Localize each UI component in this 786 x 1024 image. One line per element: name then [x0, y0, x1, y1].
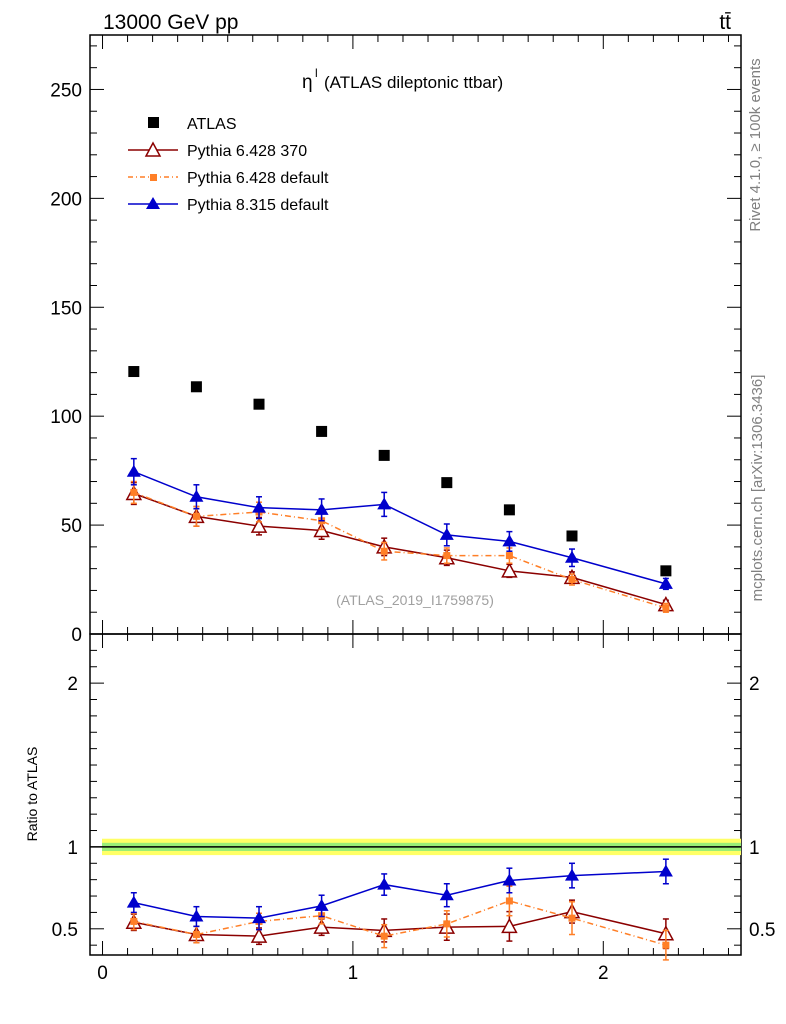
main-point-atlas: [128, 366, 140, 378]
ratio-point-py6-default: [568, 914, 576, 922]
main-point-atlas: [316, 425, 328, 437]
ratio-x-tick-labels: 0 1 2: [97, 963, 608, 984]
ratio-y-tick-label-left: 1: [67, 838, 78, 859]
ratio-point-py8-default: [252, 911, 267, 924]
ratio-point-py6-default: [662, 941, 670, 949]
rivet-label: Rivet 4.1.0, ≥ 100k events: [747, 58, 764, 231]
main-y-tick-label: 150: [50, 298, 82, 319]
legend-marker-atlas: [148, 117, 159, 128]
ratio-uncertainty-band: [90, 838, 741, 856]
legend-label-py6-default: Pythia 6.428 default: [187, 170, 329, 187]
main-y-tick-label: 0: [71, 625, 82, 646]
main-point-py6-default: [380, 547, 388, 555]
main-point-py6-370: [250, 517, 268, 533]
main-point-py6-default: [568, 576, 576, 584]
ratio-point-py6-default: [380, 932, 388, 940]
main-point-atlas: [253, 398, 265, 410]
ratio-y-tick-label-left: 0.5: [52, 920, 78, 941]
ratio-point-py8-default: [314, 898, 329, 911]
main-point-atlas: [378, 449, 390, 461]
legend-label-atlas: ATLAS: [187, 116, 237, 133]
main-y-tick-label: 50: [61, 516, 82, 537]
main-point-atlas: [660, 565, 672, 577]
main-point-py8-default: [377, 497, 392, 510]
main-point-py8-default: [252, 500, 267, 513]
ratio-y-tick-label-right: 0.5: [749, 920, 775, 941]
ratio-y-axis-label: Ratio to ATLAS: [24, 747, 40, 842]
main-point-py6-370: [501, 562, 518, 578]
ratio-line-py6-default: [133, 900, 667, 946]
main-y-tick-labels: 0 50 100 150 200 250: [50, 80, 82, 646]
main-y-tick-label: 250: [50, 80, 82, 101]
ratio-data-series: [125, 858, 675, 961]
energy-label: 13000 GeV pp: [103, 11, 238, 34]
ratio-point-py8-default: [189, 909, 204, 922]
main-point-py8-default: [658, 576, 673, 589]
legend-marker-py8-default: [146, 197, 160, 209]
ratio-point-py8-default: [126, 895, 141, 908]
ratio-point-py6-370: [313, 918, 330, 934]
main-line-py6-370: [133, 492, 667, 606]
main-point-py8-default: [502, 534, 517, 547]
main-point-atlas: [441, 477, 453, 489]
legend-label-py8-default: Pythia 8.315 default: [187, 197, 329, 214]
main-axis-ticks: [90, 35, 741, 635]
main-point-atlas: [566, 530, 578, 542]
ratio-point-py8-default: [564, 868, 579, 881]
ratio-point-py6-default: [443, 920, 451, 928]
main-point-py8-default: [189, 489, 204, 502]
main-point-py8-default: [314, 502, 329, 515]
main-point-py8-default: [126, 464, 141, 477]
ratio-point-py8-default: [658, 864, 673, 877]
main-y-tick-label: 100: [50, 407, 82, 428]
ratio-line-py8-default: [133, 870, 666, 919]
ratio-axis-ticks: [90, 634, 741, 955]
ratio-plot-frame: [89, 633, 742, 956]
ratio-x-tick-label: 0: [97, 963, 108, 984]
ratio-point-py6-370: [501, 917, 518, 934]
ratio-point-py6-default: [505, 897, 513, 905]
ratio-y-tick-labels: 0.5 0.5 1 1 2 2: [52, 674, 776, 941]
ratio-y-tick-label-left: 2: [67, 674, 78, 695]
ratio-x-tick-label: 2: [598, 963, 609, 984]
main-y-tick-label: 200: [50, 189, 82, 210]
ratio-line-py6-370: [133, 910, 667, 937]
main-point-py6-default: [130, 488, 138, 496]
main-line-py8-default: [133, 471, 667, 585]
legend-marker-py6-default: [150, 174, 157, 181]
ratio-point-py8-default: [439, 888, 454, 901]
main-point-py8-default: [564, 550, 579, 563]
ratio-point-py8-default: [377, 877, 392, 890]
mcplots-label: mcplots.cern.ch [arXiv:1306.3436]: [749, 375, 766, 602]
main-point-py6-default: [662, 604, 670, 612]
main-point-py6-default: [443, 552, 451, 560]
ratio-point-py6-default: [130, 917, 138, 925]
main-data-series: [125, 366, 675, 613]
main-point-py8-default: [439, 527, 454, 540]
legend-label-py6-370: Pythia 6.428 370: [187, 143, 307, 160]
ratio-point-py6-default: [192, 931, 200, 939]
main-point-atlas: [503, 504, 515, 516]
ratio-y-tick-label-right: 1: [749, 838, 760, 859]
ratio-point-py8-default: [502, 873, 517, 886]
plot-title: η: [302, 72, 313, 93]
legend: ATLAS Pythia 6.428 370 Pythia 6.428 defa…: [128, 116, 329, 214]
process-label: tt̄: [719, 11, 731, 34]
legend-marker-py6-370: [144, 141, 162, 157]
main-point-py6-default: [192, 512, 200, 520]
plot-subtitle: (ATLAS dileptonic ttbar): [324, 73, 503, 92]
main-point-atlas: [190, 381, 202, 393]
plot-title-superscript: l: [315, 66, 318, 80]
analysis-watermark: (ATLAS_2019_I1759875): [336, 592, 494, 608]
main-point-py6-default: [505, 552, 513, 560]
ratio-x-tick-label: 1: [348, 963, 359, 984]
ratio-point-py6-370: [250, 927, 268, 943]
ratio-y-tick-label-right: 2: [749, 674, 760, 695]
